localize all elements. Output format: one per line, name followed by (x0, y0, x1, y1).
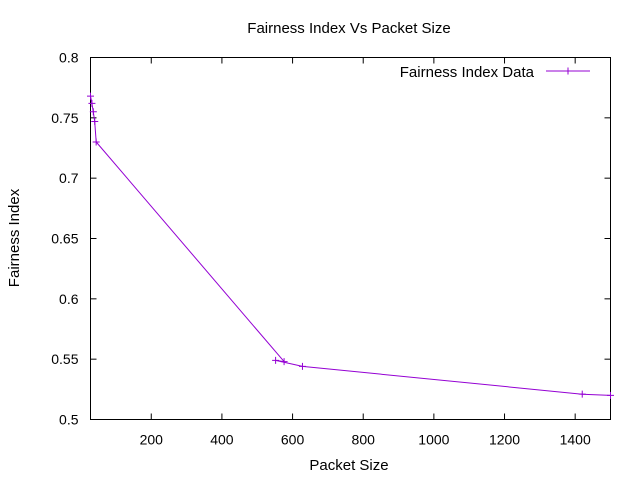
data-point-marker (578, 390, 586, 398)
x-tick-label: 400 (210, 432, 234, 448)
x-axis: 200 400 600 800 1000 1200 1400 (140, 57, 591, 448)
y-axis: 0.5 0.55 0.6 0.65 0.7 0.75 0.8 (51, 50, 611, 428)
data-point-marker (87, 92, 94, 100)
series-layer (87, 92, 614, 399)
plot-frame (90, 57, 611, 420)
data-point-marker (607, 391, 614, 399)
y-tick-label: 0.8 (59, 50, 79, 66)
data-point-marker (272, 356, 280, 364)
y-axis-label: Fairness Index (6, 188, 23, 287)
chart-title: Fairness Index Vs Packet Size (247, 20, 450, 37)
data-point-marker (88, 99, 96, 107)
x-tick-label: 1400 (560, 432, 591, 448)
legend-label: Fairness Index Data (400, 64, 535, 81)
series-line (90, 96, 611, 396)
y-tick-label: 0.7 (59, 170, 79, 186)
y-tick-label: 0.5 (59, 412, 79, 428)
data-point-marker (91, 117, 99, 125)
x-axis-label: Packet Size (309, 457, 388, 474)
x-tick-label: 600 (281, 432, 305, 448)
y-tick-label: 0.6 (59, 291, 79, 307)
y-tick-label: 0.65 (51, 231, 78, 247)
data-point-marker (280, 358, 288, 366)
data-point-marker (92, 138, 100, 146)
y-tick-label: 0.75 (51, 110, 78, 126)
y-tick-label: 0.55 (51, 351, 78, 367)
x-tick-label: 1000 (418, 432, 449, 448)
data-point-marker (89, 108, 97, 116)
x-tick-label: 200 (140, 432, 164, 448)
x-tick-label: 800 (352, 432, 376, 448)
legend: Fairness Index Data (400, 64, 590, 81)
legend-marker (564, 67, 572, 75)
data-point-marker (298, 362, 306, 370)
x-tick-label: 1200 (489, 432, 520, 448)
